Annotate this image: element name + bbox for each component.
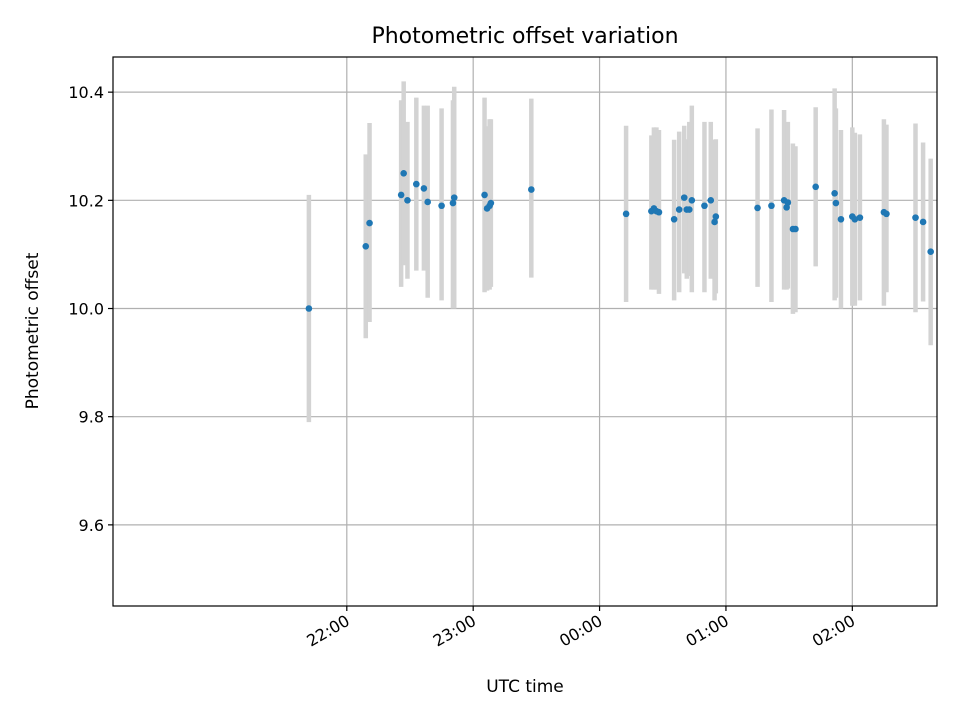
data-point xyxy=(768,202,775,210)
data-point xyxy=(397,191,405,199)
data-point xyxy=(688,197,696,204)
y-tick-label: 10.2 xyxy=(68,191,104,210)
data-point xyxy=(701,202,708,210)
data-point xyxy=(685,206,693,213)
data-point xyxy=(707,197,715,204)
data-point xyxy=(831,190,838,197)
data-point xyxy=(305,305,313,312)
data-points xyxy=(305,169,934,312)
data-point xyxy=(481,191,488,199)
data-point xyxy=(450,194,458,201)
data-point xyxy=(438,202,445,210)
x-tick-label: 00:00 xyxy=(556,611,605,651)
plot-frame xyxy=(112,56,938,607)
data-point xyxy=(670,215,678,223)
data-point xyxy=(400,169,407,177)
error-bars xyxy=(306,81,933,423)
data-point xyxy=(912,214,919,221)
data-point xyxy=(792,225,799,233)
data-point xyxy=(362,243,370,250)
y-tick-label: 9.8 xyxy=(79,408,104,427)
data-point xyxy=(883,210,890,218)
x-tick-label: 23:00 xyxy=(430,611,479,651)
data-point xyxy=(784,199,792,206)
x-axis-ticks: 22:00 23:00 00:00 01:00 02:00 xyxy=(303,606,858,651)
x-tick-label: 22:00 xyxy=(303,611,352,651)
data-point xyxy=(404,197,411,204)
data-point xyxy=(712,213,720,220)
y-tick-label: 10.0 xyxy=(68,300,104,319)
grid xyxy=(113,57,937,606)
data-point xyxy=(413,180,420,188)
data-point xyxy=(449,199,457,207)
y-tick-label: 9.6 xyxy=(79,516,104,535)
chart-title: Photometric offset variation xyxy=(371,24,678,49)
data-point xyxy=(424,198,431,206)
data-point xyxy=(832,199,840,207)
data-point xyxy=(528,186,535,193)
y-axis-label: Photometric offset xyxy=(23,252,43,409)
data-point xyxy=(919,218,927,226)
data-point xyxy=(366,219,373,227)
x-tick-label: 02:00 xyxy=(809,611,858,651)
data-point xyxy=(812,183,819,191)
x-tick-label: 01:00 xyxy=(683,611,732,651)
data-point xyxy=(837,215,845,223)
data-point xyxy=(711,218,718,226)
data-point xyxy=(420,185,428,192)
data-point xyxy=(754,204,761,212)
data-point xyxy=(927,248,934,256)
data-point xyxy=(655,208,663,216)
data-point xyxy=(856,214,864,221)
y-axis-ticks: 9.6 9.8 10.0 10.2 10.4 xyxy=(68,83,113,535)
data-point xyxy=(622,210,630,218)
data-point xyxy=(851,215,859,223)
y-tick-label: 10.4 xyxy=(68,83,104,102)
data-point xyxy=(487,199,495,207)
x-axis-label: UTC time xyxy=(486,677,564,697)
data-point xyxy=(680,194,688,201)
data-point xyxy=(675,206,683,213)
